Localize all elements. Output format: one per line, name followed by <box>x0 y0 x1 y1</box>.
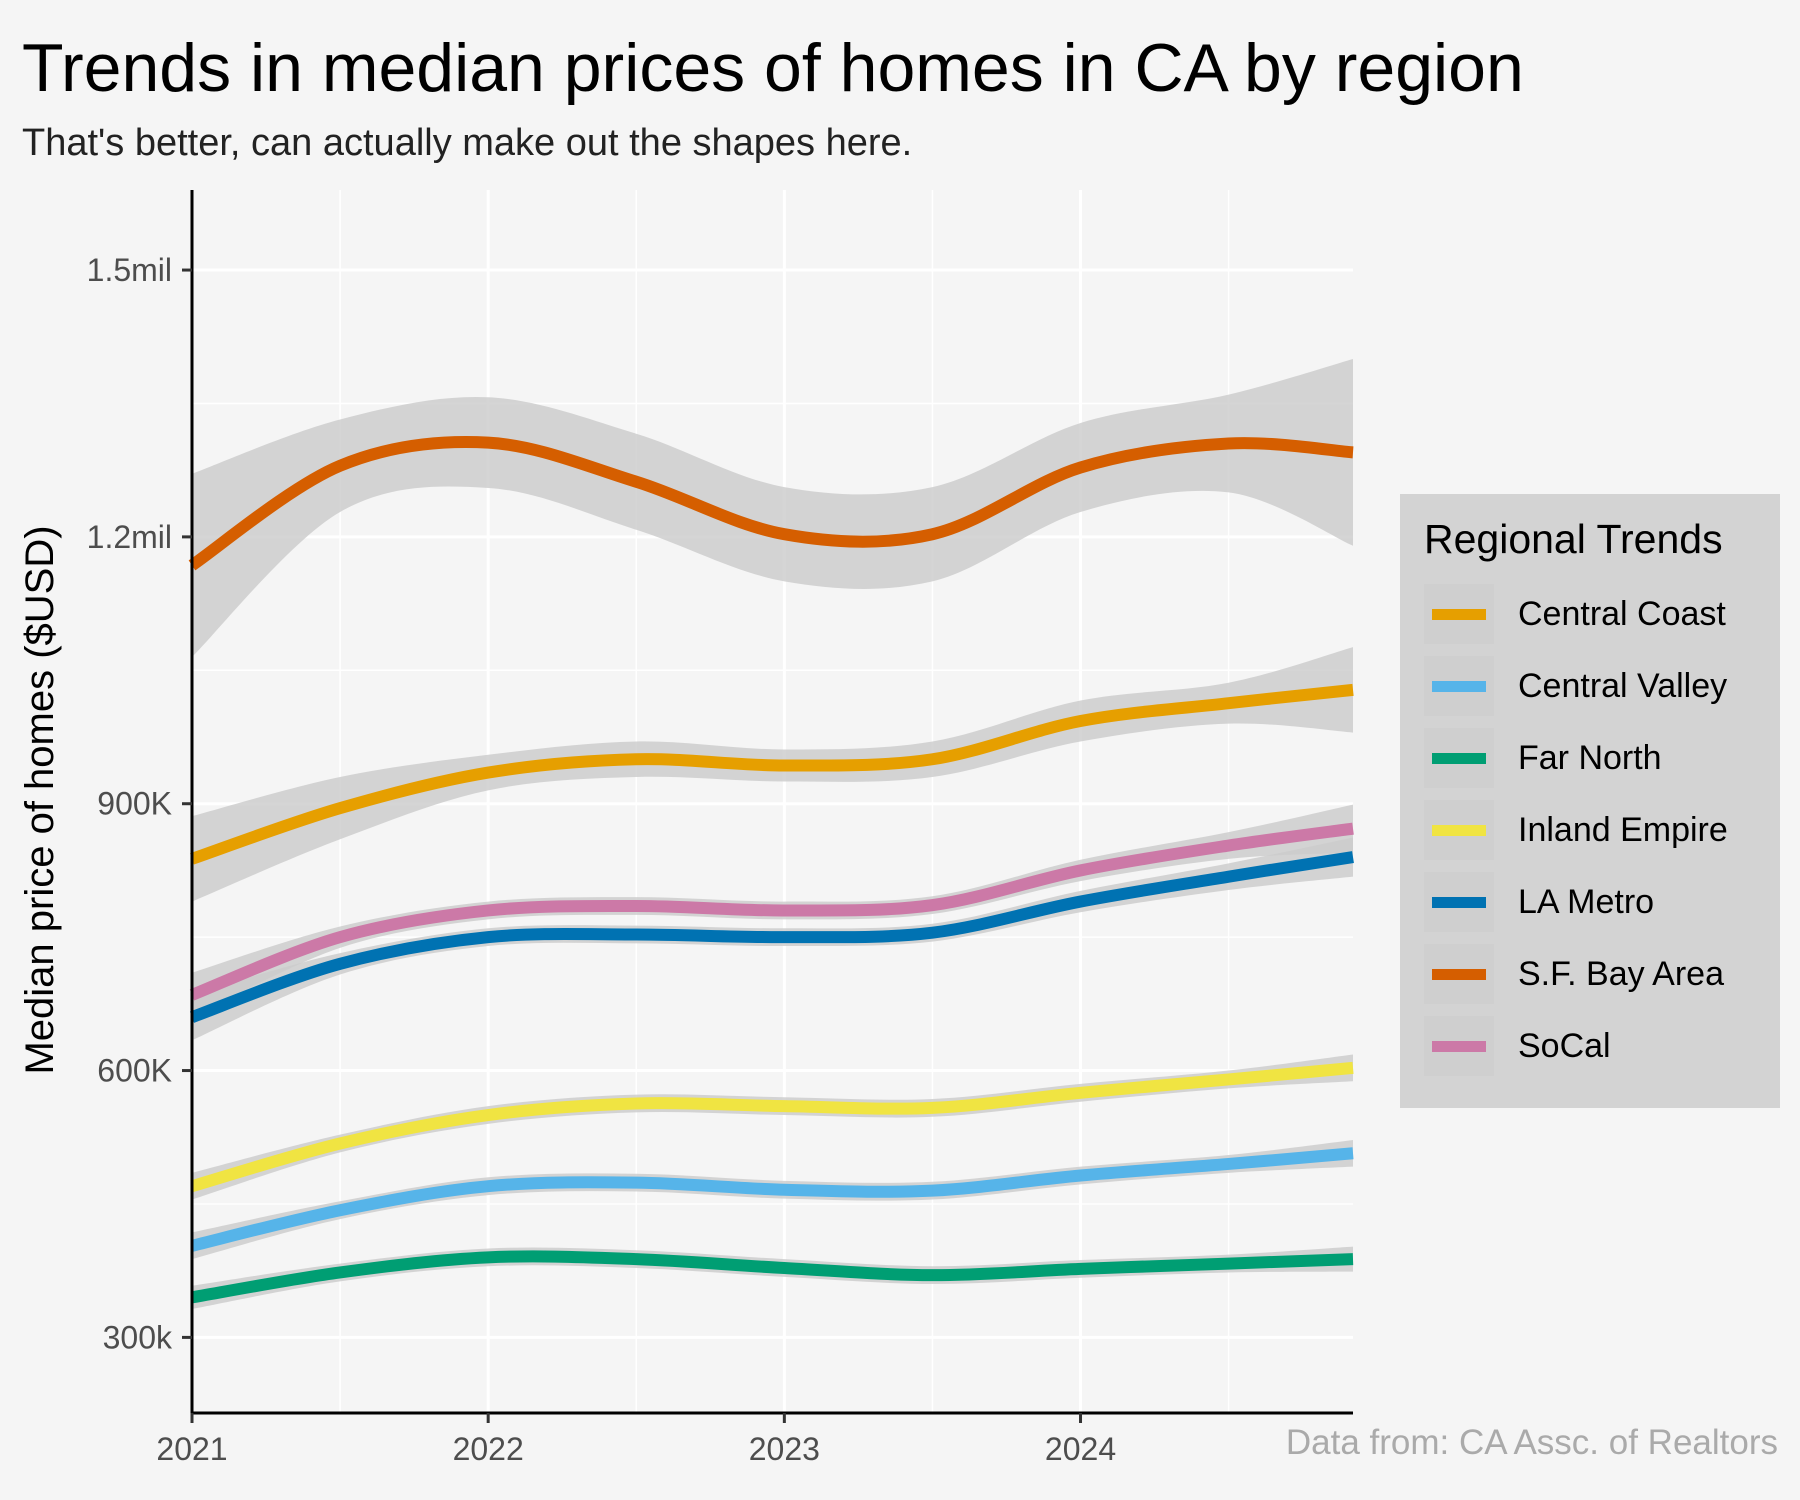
series-line-la-metro <box>189 851 1354 1023</box>
legend-swatch <box>1432 825 1486 836</box>
chart-title: Trends in median prices of homes in CA b… <box>22 30 1524 106</box>
x-tick-label: 2021 <box>156 1431 227 1467</box>
legend-key <box>1424 944 1494 1004</box>
band-far-north <box>192 1246 1353 1309</box>
tick-labels: 300k 600K 900K 1.2mil 1.5mil 2021 2022 2023 2024 <box>87 252 1116 1467</box>
band-inland-empire <box>192 1054 1353 1200</box>
legend-swatch <box>1432 681 1486 692</box>
legend-swatch <box>1432 753 1486 764</box>
legend-swatch <box>1432 1041 1486 1052</box>
series-line-inland-empire <box>190 1061 1354 1192</box>
legend-key <box>1424 584 1494 644</box>
legend-item-far-north: Far North <box>1424 728 1764 788</box>
legend-item-la-metro: LA Metro <box>1424 872 1764 932</box>
y-tick-label: 1.2mil <box>87 519 172 555</box>
legend-label: S.F. Bay Area <box>1518 955 1724 993</box>
legend-key <box>1424 656 1494 716</box>
legend-item-central-valley: Central Valley <box>1424 656 1764 716</box>
chart-subtitle: That's better, can actually make out the… <box>22 122 913 164</box>
legend-label: Far North <box>1518 739 1662 777</box>
y-tick-label: 300k <box>103 1319 173 1355</box>
legend-item-inland-empire: Inland Empire <box>1424 800 1764 860</box>
legend-label: LA Metro <box>1518 883 1655 921</box>
legend-title: Regional Trends <box>1424 516 1723 562</box>
legend-item-central-coast: Central Coast <box>1424 584 1764 644</box>
legend-label: Inland Empire <box>1518 811 1728 849</box>
legend-key <box>1424 728 1494 788</box>
series-lines <box>188 435 1354 1304</box>
legend-item-sf-bay-area: S.F. Bay Area <box>1424 944 1764 1004</box>
series-line-central-valley <box>190 1147 1354 1252</box>
legend: Regional Trends Central Coast Central Va… <box>1400 494 1780 1108</box>
y-tick-label: 600K <box>97 1053 172 1089</box>
series-line-socal <box>189 822 1354 1001</box>
legend-label: Central Coast <box>1518 595 1726 633</box>
source-caption: Data from: CA Assc. of Realtors <box>1285 1423 1778 1462</box>
axes <box>182 190 1353 1423</box>
band-central-valley <box>192 1139 1353 1260</box>
legend-key <box>1424 800 1494 860</box>
legend-key <box>1424 872 1494 932</box>
x-tick-label: 2024 <box>1045 1431 1116 1467</box>
legend-label: SoCal <box>1518 1027 1611 1065</box>
legend-item-socal: SoCal <box>1424 1016 1764 1076</box>
band-s-f-bay-area <box>192 358 1353 657</box>
y-tick-label: 900K <box>97 786 172 822</box>
series-line-s-f-bay-area <box>188 435 1354 571</box>
y-axis-title: Median price of homes ($USD) <box>18 525 62 1074</box>
legend-key <box>1424 1016 1494 1076</box>
series-line-central-coast <box>190 683 1354 865</box>
x-tick-label: 2022 <box>453 1431 524 1467</box>
y-tick-label: 1.5mil <box>87 252 172 288</box>
x-tick-label: 2023 <box>749 1431 820 1467</box>
legend-label: Central Valley <box>1518 667 1728 705</box>
band-central-coast <box>192 647 1353 902</box>
legend-swatch <box>1432 897 1486 908</box>
legend-swatch <box>1432 969 1486 980</box>
legend-swatch <box>1432 609 1486 620</box>
series-line-far-north <box>191 1250 1354 1304</box>
